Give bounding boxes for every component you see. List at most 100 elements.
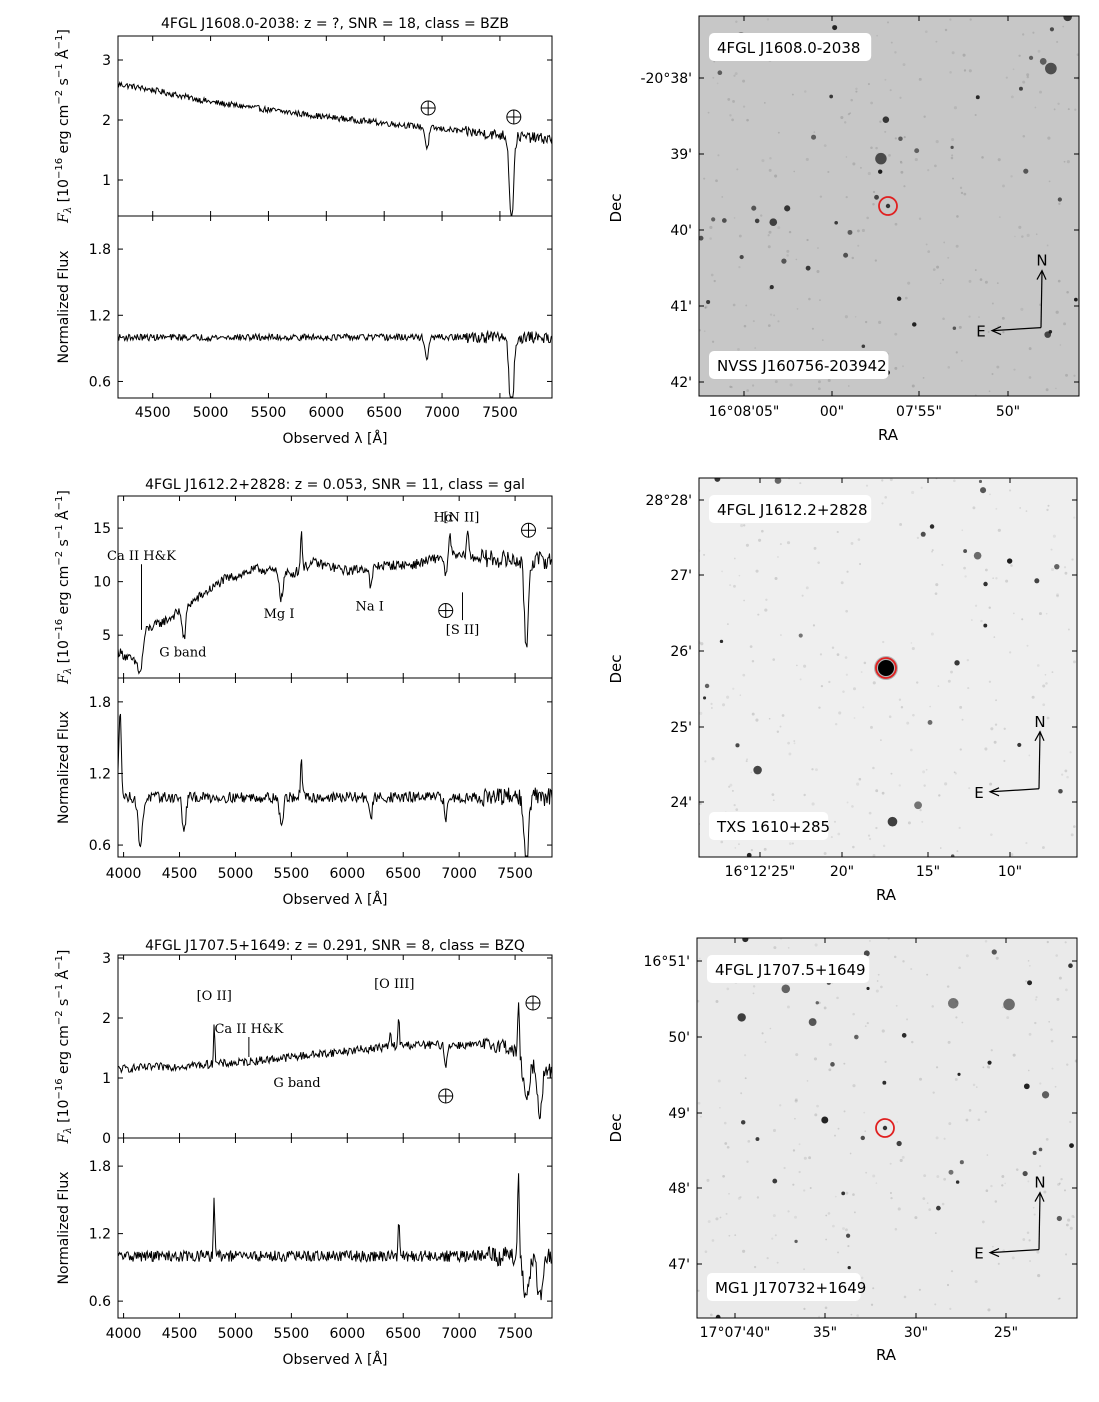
star: [963, 549, 968, 553]
sky-grain: [991, 373, 994, 376]
counterpart-box: [709, 812, 829, 840]
sky-grain: [889, 1162, 892, 1165]
y-label-part: Å: [55, 510, 72, 524]
counterpart-name: TXS 1610+285: [716, 818, 830, 836]
sky-grain: [1036, 664, 1040, 667]
sky-grain: [704, 1250, 708, 1254]
sky-grain: [817, 561, 820, 564]
star: [861, 344, 866, 349]
sky-grain: [1061, 773, 1064, 776]
sky-grain: [931, 1005, 934, 1008]
sky-grain: [1035, 233, 1038, 236]
sky-grain: [771, 1237, 774, 1240]
sky-grain: [1056, 997, 1060, 1001]
sky-grain: [1033, 1213, 1036, 1216]
sky-grain: [796, 664, 798, 667]
sky-grain: [959, 186, 963, 190]
sky-grain: [732, 687, 735, 690]
sky-grain: [1042, 684, 1046, 688]
sky-grain: [791, 842, 794, 845]
y-label-part: −16: [54, 1078, 65, 1099]
sky-grain: [1046, 940, 1049, 944]
sky-grain: [759, 214, 763, 217]
ra-tick-label: 16°08'05": [709, 404, 780, 420]
star: [774, 478, 782, 484]
sky-grain: [738, 234, 742, 238]
sky-grain: [755, 569, 759, 573]
sky-grain: [864, 320, 868, 324]
sky-grain: [1010, 175, 1013, 178]
sky-grain: [747, 1139, 751, 1143]
sky-grain: [1004, 1182, 1007, 1185]
sky-grain: [991, 302, 994, 305]
star: [860, 1135, 865, 1141]
sky-grain: [779, 725, 782, 728]
sky-grain: [995, 577, 998, 580]
sky-grain: [852, 162, 856, 166]
sky-grain: [764, 1041, 767, 1043]
star: [704, 683, 710, 689]
sky-grain: [847, 113, 850, 116]
sky-grain: [788, 752, 792, 756]
sky-grain: [847, 1245, 850, 1248]
x-tick-label: 5500: [251, 405, 287, 421]
star: [703, 696, 707, 700]
sky-grain: [911, 1040, 914, 1044]
sky-grain: [1021, 618, 1024, 621]
sky-grain: [951, 51, 955, 55]
sky-grain: [867, 171, 871, 176]
line-label: Mg I: [264, 607, 295, 622]
sky-grain: [700, 642, 704, 646]
dec-tick-label: 41': [670, 299, 692, 315]
star: [1023, 1083, 1030, 1090]
sky-grain: [872, 1174, 876, 1178]
sky-grain: [1064, 941, 1067, 944]
sky-grain: [830, 836, 833, 839]
sky-grain: [995, 956, 999, 960]
y-label-part: erg cm: [56, 566, 72, 619]
sky-grain: [794, 1098, 798, 1102]
sky-grain: [919, 808, 922, 812]
dec-tick-label: 48': [668, 1181, 690, 1197]
sky-grain: [774, 380, 778, 384]
sky-grain: [1032, 31, 1035, 34]
sky-grain: [1020, 307, 1024, 311]
north-label: N: [1034, 713, 1045, 731]
sky-grain: [752, 320, 755, 323]
sky-grain: [984, 280, 988, 284]
dec-tick-label: 49': [668, 1106, 690, 1122]
sky-grain: [1050, 1028, 1053, 1031]
east-label: E: [976, 323, 985, 341]
sky-grain: [901, 1155, 905, 1159]
sky-grain: [935, 583, 939, 587]
top-axes-frame: [117, 954, 553, 1139]
sky-grain: [919, 1077, 923, 1081]
sky-grain: [837, 1127, 840, 1130]
sky-grain: [819, 299, 821, 301]
star: [882, 116, 890, 123]
sky-grain: [849, 112, 852, 115]
sky-grain: [820, 684, 824, 688]
sky-grain: [875, 789, 879, 793]
y-label-part: ]: [56, 29, 72, 34]
sky-grain: [710, 1313, 713, 1317]
sky-grain: [777, 320, 780, 323]
x-tick-label: 7000: [441, 866, 477, 882]
sky-grain: [887, 21, 889, 24]
sky-grain: [985, 1189, 989, 1192]
star: [1057, 197, 1062, 202]
sky-grain: [1005, 579, 1009, 583]
star: [1038, 1147, 1043, 1152]
spectrum-line-top: [117, 530, 553, 675]
sky-grain: [740, 524, 744, 528]
sky-grain: [838, 711, 842, 715]
sky-grain: [780, 634, 782, 636]
sky-grain: [906, 721, 910, 725]
sky-grain: [761, 159, 765, 163]
sky-grain: [889, 478, 893, 482]
sky-grain: [949, 1307, 952, 1310]
sky-grain: [737, 1196, 741, 1200]
sky-grain: [710, 273, 714, 277]
dec-axis-label: Dec: [607, 193, 625, 222]
sky-grain: [791, 93, 794, 96]
